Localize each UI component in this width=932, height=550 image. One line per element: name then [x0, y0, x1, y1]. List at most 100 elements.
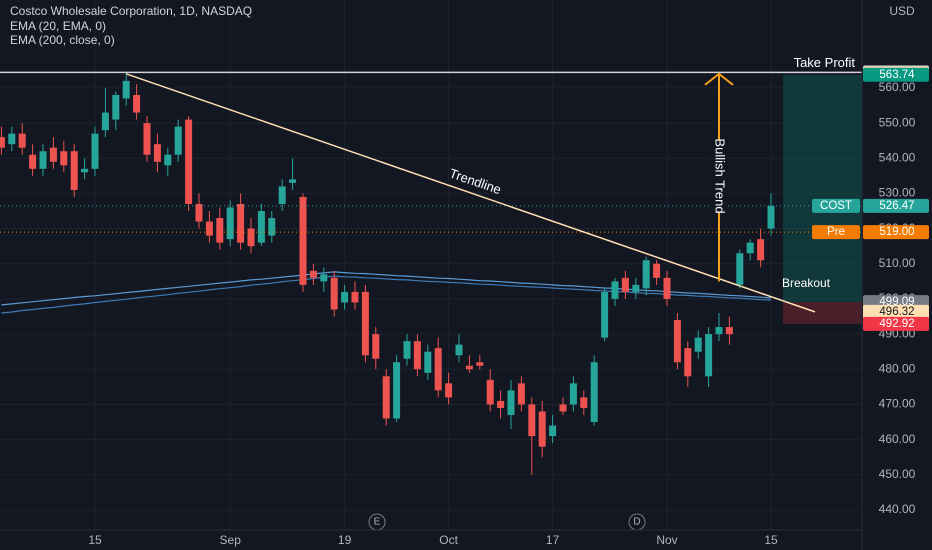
- price-badge: [863, 316, 929, 331]
- y-tick-label: 480.00: [879, 361, 916, 375]
- candle-body: [320, 274, 328, 282]
- y-tick-label: 540.00: [879, 150, 916, 164]
- candle-body: [112, 94, 120, 120]
- x-tick-label: Oct: [439, 533, 458, 547]
- ema-line: [1, 271, 772, 306]
- candle-body: [559, 404, 567, 412]
- candle-body: [330, 277, 338, 310]
- candle-body: [361, 291, 369, 356]
- candle-body: [538, 411, 546, 447]
- candle-body: [413, 341, 421, 370]
- candle-body: [237, 203, 245, 243]
- x-tick-label: 19: [338, 533, 352, 547]
- candle-body: [278, 186, 286, 204]
- currency-label: USD: [889, 4, 915, 18]
- candle-body: [0, 137, 5, 148]
- candle-body: [247, 228, 255, 247]
- candle-body: [18, 133, 26, 148]
- price-name-tag: [812, 198, 860, 213]
- candle-body: [757, 239, 765, 261]
- price-badge-label: 519.00: [879, 226, 914, 238]
- candle-body: [393, 362, 401, 419]
- y-tick-label: 460.00: [879, 432, 916, 446]
- candle-body: [725, 327, 733, 335]
- candle-body: [289, 179, 297, 183]
- candle-body: [715, 327, 723, 335]
- candle-body: [767, 205, 775, 229]
- candle-body: [70, 151, 78, 190]
- candle-body: [621, 277, 629, 292]
- candle-body: [268, 218, 276, 236]
- candle-body: [455, 344, 463, 356]
- candle-body: [684, 348, 692, 377]
- candle-body: [528, 404, 536, 437]
- candle-body: [445, 383, 453, 398]
- candle-body: [424, 351, 432, 373]
- candle-body: [153, 144, 161, 162]
- candle-body: [736, 253, 744, 285]
- price-name-label: COST: [820, 200, 852, 212]
- y-tick-label: 560.00: [879, 80, 916, 94]
- price-badge-label: 496.32: [879, 306, 914, 318]
- chart-title: Costco Wholesale Corporation, 1D, NASDAQ: [10, 4, 252, 18]
- x-tick-label: 15: [764, 533, 778, 547]
- arrow-head: [704, 72, 734, 86]
- x-tick-label: Sep: [220, 533, 242, 547]
- candle-body: [746, 242, 754, 254]
- candle-body: [309, 270, 317, 278]
- candle-body: [673, 320, 681, 363]
- price-badge: [863, 225, 929, 240]
- candle-body: [580, 397, 588, 408]
- candle-body: [133, 94, 141, 113]
- price-badge-label: 492.92: [879, 318, 914, 330]
- candle-body: [60, 151, 68, 166]
- price-name-tag: [812, 225, 860, 240]
- candle-body: [497, 400, 505, 408]
- candle-body: [372, 334, 380, 359]
- candle-body: [39, 151, 47, 169]
- candle-body: [601, 291, 609, 338]
- price-badge: [863, 67, 929, 82]
- y-tick-label: 530.00: [879, 186, 916, 200]
- candle-body: [486, 379, 494, 405]
- candle-body: [216, 218, 224, 243]
- candle-body: [611, 281, 619, 299]
- candle-body: [642, 260, 650, 289]
- y-tick-label: 470.00: [879, 397, 916, 411]
- candle-body: [663, 277, 671, 299]
- y-tick-label: 550.00: [879, 115, 916, 129]
- candle-body: [403, 341, 411, 359]
- x-tick-label: 15: [88, 533, 102, 547]
- event-label: E: [374, 517, 381, 528]
- candle-body: [476, 362, 484, 366]
- candle-body: [164, 154, 172, 166]
- candle-body: [632, 284, 640, 292]
- ema-line: [1, 275, 772, 314]
- candle-body: [143, 123, 151, 155]
- candle-body: [341, 291, 349, 303]
- candle-body: [185, 119, 193, 204]
- plot: [0, 73, 862, 475]
- candle-body: [569, 383, 577, 405]
- candle-body: [507, 390, 515, 415]
- axes: 440.00450.00460.00470.00480.00490.00500.…: [88, 65, 929, 547]
- candle-body: [434, 348, 442, 391]
- candle-body: [549, 425, 557, 437]
- candle-body: [299, 196, 307, 285]
- y-tick-label: 510.00: [879, 256, 916, 270]
- legend-entry: EMA (20, EMA, 0): [10, 19, 106, 33]
- candle-body: [122, 80, 130, 99]
- x-tick-label: Nov: [656, 533, 677, 547]
- candle-body: [590, 362, 598, 423]
- arrow-label-bg: [711, 140, 727, 212]
- legend-entry: EMA (200, close, 0): [10, 33, 115, 47]
- candle-body: [101, 112, 109, 131]
- price-badge: [863, 304, 929, 319]
- candle-body: [465, 365, 473, 370]
- trendline: [125, 73, 816, 313]
- candle-body: [226, 207, 234, 240]
- candle-body: [382, 376, 390, 419]
- candle-body: [195, 203, 203, 222]
